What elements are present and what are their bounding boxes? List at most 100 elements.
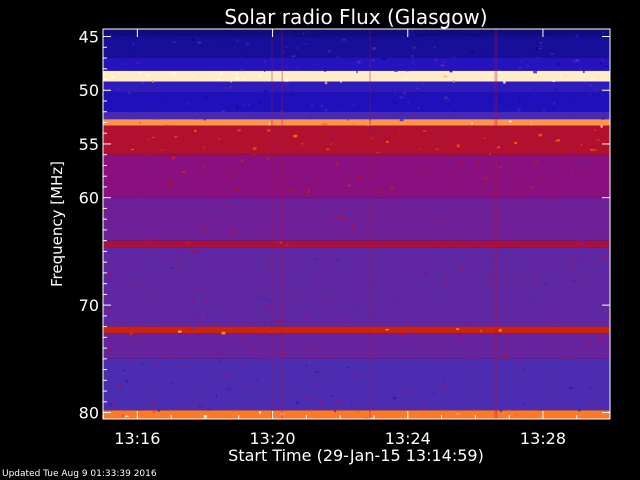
noise-speck (361, 334, 364, 336)
noise-speck (514, 414, 519, 416)
noise-speck (300, 233, 303, 236)
noise-speck (385, 329, 389, 331)
noise-speck (516, 344, 520, 347)
noise-speck (554, 87, 557, 90)
noise-speck (579, 239, 583, 242)
noise-speck (552, 107, 555, 111)
noise-speck (497, 71, 501, 74)
noise-speck (169, 267, 174, 270)
noise-speck (241, 338, 246, 341)
noise-speck (197, 41, 202, 44)
noise-speck (532, 298, 536, 301)
noise-speck (273, 358, 276, 360)
noise-speck (408, 389, 411, 392)
noise-speck (221, 116, 225, 120)
noise-speck (240, 69, 243, 72)
noise-speck (349, 211, 352, 215)
noise-speck (476, 96, 478, 99)
noise-speck (400, 96, 405, 99)
noise-speck (214, 174, 217, 176)
noise-speck (137, 342, 140, 345)
noise-speck (356, 295, 359, 297)
noise-speck (216, 347, 219, 350)
noise-speck (537, 206, 541, 208)
noise-speck (321, 123, 324, 126)
spectrum-band-14 (103, 333, 610, 359)
noise-speck (538, 133, 543, 137)
noise-speck (467, 176, 470, 179)
noise-speck (364, 417, 368, 419)
noise-speck (458, 306, 461, 309)
noise-speck (605, 378, 607, 381)
noise-speck (504, 357, 506, 360)
noise-speck (416, 183, 419, 187)
noise-speck (429, 333, 432, 337)
noise-speck (519, 99, 521, 103)
noise-speck (539, 283, 542, 285)
noise-speck (519, 179, 522, 183)
noise-speck (152, 401, 156, 405)
noise-speck (557, 139, 560, 142)
noise-speck (347, 118, 349, 121)
noise-speck (461, 337, 464, 341)
noise-speck (283, 83, 287, 85)
noise-speck (375, 359, 379, 361)
noise-speck (358, 302, 361, 305)
noise-speck (526, 60, 531, 62)
noise-speck (264, 70, 266, 72)
noise-speck (285, 244, 289, 246)
noise-speck (183, 399, 186, 401)
noise-speck (194, 250, 199, 253)
noise-speck (475, 30, 479, 33)
spectrum-band-5 (103, 92, 610, 112)
noise-speck (600, 354, 603, 357)
noise-speck (589, 399, 592, 401)
noise-speck (116, 407, 120, 409)
noise-speck (208, 179, 211, 182)
noise-speck (548, 33, 552, 35)
noise-speck (143, 275, 146, 277)
noise-speck (202, 165, 205, 168)
noise-speck (596, 212, 599, 216)
noise-speck (277, 215, 280, 218)
noise-speck (106, 274, 109, 277)
noise-speck (324, 369, 326, 372)
noise-speck (245, 191, 249, 194)
noise-speck (323, 123, 328, 125)
noise-speck (189, 180, 192, 184)
noise-speck (452, 56, 456, 60)
noise-speck (197, 171, 200, 174)
noise-speck (249, 319, 253, 323)
noise-speck (233, 238, 237, 240)
noise-speck (356, 70, 358, 74)
noise-speck (600, 336, 603, 338)
noise-speck (174, 136, 178, 138)
noise-speck (422, 130, 427, 132)
noise-speck (425, 344, 429, 347)
noise-speck (324, 68, 327, 72)
noise-speck (454, 173, 456, 176)
noise-speck (266, 403, 269, 405)
noise-speck (237, 128, 241, 132)
noise-speck (303, 377, 306, 381)
noise-speck (445, 384, 447, 387)
noise-speck (313, 257, 317, 260)
noise-speck (543, 387, 545, 391)
noise-speck (156, 239, 160, 241)
noise-speck (138, 197, 143, 199)
noise-speck (258, 334, 262, 337)
noise-speck (303, 43, 308, 46)
noise-speck (337, 399, 342, 402)
spectrum-band-10 (103, 197, 610, 241)
noise-speck (586, 164, 589, 166)
noise-speck (404, 77, 407, 79)
noise-speck (220, 218, 223, 222)
noise-speck (218, 45, 220, 49)
noise-speck (530, 186, 533, 189)
noise-speck (518, 167, 522, 170)
noise-speck (328, 50, 331, 53)
noise-speck (153, 30, 156, 33)
noise-speck (600, 125, 603, 128)
noise-speck (221, 110, 226, 114)
noise-speck (135, 33, 137, 35)
